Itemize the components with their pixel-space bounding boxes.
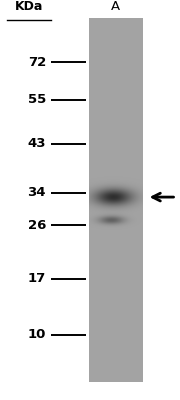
Text: 10: 10 — [28, 328, 46, 341]
Text: 26: 26 — [28, 219, 46, 232]
Text: A: A — [111, 0, 120, 12]
Text: KDa: KDa — [15, 0, 43, 12]
Text: 17: 17 — [28, 272, 46, 286]
Text: 72: 72 — [28, 56, 46, 69]
Text: 43: 43 — [27, 137, 46, 150]
Text: 55: 55 — [28, 94, 46, 106]
Text: 34: 34 — [27, 186, 46, 199]
